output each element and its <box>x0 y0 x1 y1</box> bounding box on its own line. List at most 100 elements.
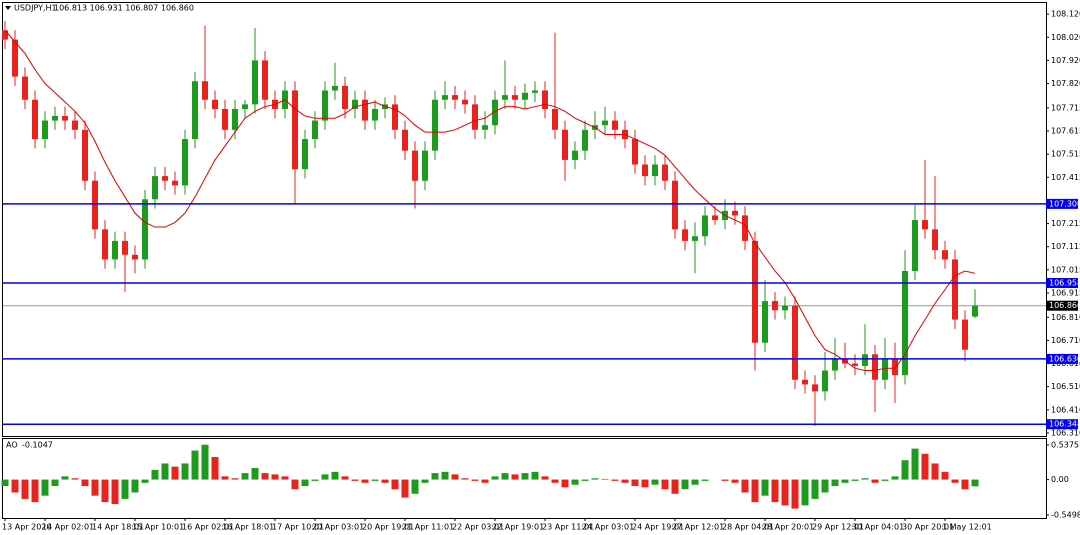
candle-body <box>572 150 578 160</box>
ao-bar <box>741 479 749 493</box>
ao-bar <box>951 479 959 483</box>
candle-body <box>192 81 198 140</box>
candle-body <box>642 164 648 177</box>
candle-body <box>792 305 798 380</box>
current-price-box <box>1046 300 1078 311</box>
ao-bar <box>901 460 909 480</box>
main-panel <box>2 2 1047 437</box>
candle-body <box>852 363 858 366</box>
ao-value: -0.1047 <box>22 441 53 450</box>
candle-body <box>402 129 408 151</box>
candle-body <box>62 115 68 121</box>
candle-body <box>442 95 448 100</box>
candle-body <box>342 85 348 109</box>
candle-body <box>42 120 48 140</box>
level-label: 106.630 <box>1049 354 1080 363</box>
candle-body <box>752 240 758 343</box>
candle-body <box>392 104 398 130</box>
y-tick-label: 107.615 <box>1051 126 1080 135</box>
x-tick-label: 13 Apr 2020 <box>2 523 51 532</box>
ao-bar <box>371 479 379 481</box>
candle-body <box>472 104 478 130</box>
candle-body <box>932 229 938 251</box>
candle-body <box>732 210 738 216</box>
y-tick-label: 106.915 <box>1051 288 1080 297</box>
x-tick-label: 14 Apr 18:01 <box>92 523 144 532</box>
y-tick-label: 106.410 <box>1051 405 1080 414</box>
ao-bar <box>641 479 649 488</box>
candle-body <box>552 108 558 130</box>
ao-bar <box>621 479 629 483</box>
y-tick-label: 106.710 <box>1051 336 1080 345</box>
candle-body <box>292 90 298 170</box>
candle-body <box>612 120 618 130</box>
y-tick-label: 107.820 <box>1051 79 1080 88</box>
level-box <box>1046 419 1078 430</box>
ao-bar <box>231 478 239 480</box>
ao-bar <box>651 479 659 485</box>
candle-body <box>222 108 228 130</box>
candle-body <box>412 150 418 181</box>
ao-bar <box>11 479 19 493</box>
ao-bar <box>391 479 399 490</box>
candle-body <box>602 120 608 126</box>
y-tick-label: 107.215 <box>1051 219 1080 228</box>
ao-bar <box>71 478 79 480</box>
ao-bar <box>1 479 9 487</box>
candle-body <box>22 76 28 100</box>
ao-bar <box>501 473 509 480</box>
candle-body <box>672 180 678 230</box>
ao-bar <box>551 479 559 483</box>
x-tick-label: 24 Apr 19:01 <box>632 523 684 532</box>
level-label: 106.958 <box>1049 279 1080 288</box>
candle-body <box>202 81 208 100</box>
ao-bar <box>591 478 599 480</box>
current-price-label: 106.860 <box>1049 301 1080 310</box>
x-tick-label: 21 Apr 11:01 <box>402 523 454 532</box>
ao-bar <box>781 479 789 506</box>
ao-bar <box>411 479 419 494</box>
ao-bar <box>251 467 259 480</box>
candle-body <box>302 139 308 170</box>
ao-bar <box>701 479 709 481</box>
ao-bar <box>281 476 289 480</box>
candle-body <box>542 90 548 109</box>
candle-body <box>862 354 868 366</box>
candle-body <box>142 199 148 260</box>
ao-bar <box>111 479 119 505</box>
candle-body <box>122 240 128 255</box>
ao-bar <box>191 450 199 480</box>
ao-bar <box>401 479 409 498</box>
ao-bar <box>31 479 39 503</box>
candle-body <box>242 104 248 109</box>
ao-bar <box>261 473 269 480</box>
ao-bar <box>821 479 829 493</box>
candle-body <box>652 164 658 177</box>
ao-bar <box>521 473 529 480</box>
ao-bar <box>891 476 899 480</box>
candle-body <box>702 215 708 237</box>
x-tick-label: 27 Apr 12:01 <box>672 523 724 532</box>
candle-body <box>212 99 218 109</box>
candle-body <box>2 30 8 40</box>
ao-bar <box>51 479 59 487</box>
candle-body <box>772 301 778 311</box>
candle-body <box>92 180 98 230</box>
ao-bar <box>431 473 439 480</box>
x-tick-label: 28 Apr 20:01 <box>762 523 814 532</box>
candle-body <box>562 129 568 160</box>
candle-body <box>522 92 528 100</box>
ao-bar <box>361 479 369 483</box>
candle-body <box>822 370 828 392</box>
candle-body <box>712 215 718 221</box>
x-tick-label: 22 Apr 03:01 <box>452 523 504 532</box>
candle-body <box>102 229 108 260</box>
y-tick-label: 106.510 <box>1051 382 1080 391</box>
x-tick-label: 20 Apr 19:01 <box>362 523 414 532</box>
ao-bar <box>851 479 859 481</box>
menu-arrow <box>5 6 11 10</box>
ao-bar <box>41 479 49 496</box>
candle-body <box>872 354 878 380</box>
ao-bar <box>121 479 129 499</box>
ao-tick-label: 0.00 <box>1051 475 1069 484</box>
